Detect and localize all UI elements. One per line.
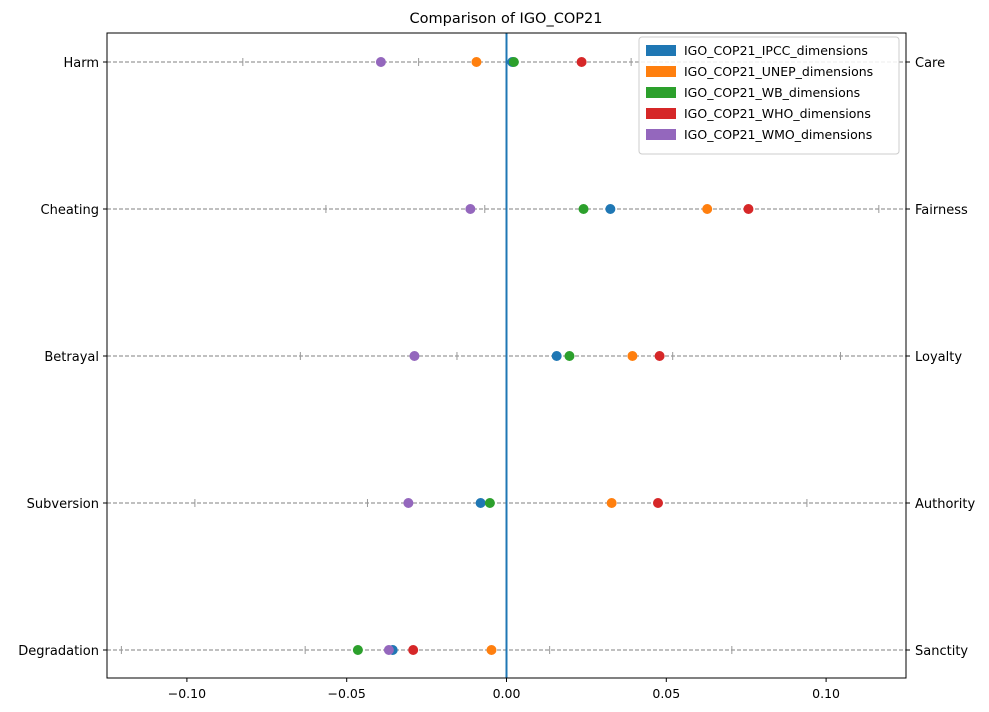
x-tick-label: 0.00: [493, 686, 521, 701]
legend-label: IGO_COP21_WB_dimensions: [684, 85, 860, 100]
x-tick-label: 0.05: [652, 686, 680, 701]
x-tick-label: −0.10: [168, 686, 206, 701]
left-label-subversion: Subversion: [27, 497, 99, 512]
point-igo_cop21_wb_dimensions-harm: [508, 57, 519, 67]
legend-box: [638, 36, 900, 155]
point-igo_cop21_unep_dimensions-harm: [471, 57, 482, 67]
left-label-degradation: Degradation: [18, 644, 99, 659]
point-igo_cop21_ipcc_dimensions-betrayal: [551, 351, 562, 361]
point-igo_cop21_ipcc_dimensions-subversion: [475, 498, 486, 508]
point-igo_cop21_who_dimensions-betrayal: [654, 351, 665, 361]
legend-label: IGO_COP21_WMO_dimensions: [684, 127, 872, 142]
right-label-loyalty: Loyalty: [915, 350, 962, 365]
left-label-betrayal: Betrayal: [44, 350, 99, 365]
point-igo_cop21_wmo_dimensions-degradation: [383, 645, 394, 655]
chart-title: Comparison of IGO_COP21: [410, 11, 603, 27]
point-igo_cop21_who_dimensions-degradation: [408, 645, 419, 655]
legend-label: IGO_COP21_UNEP_dimensions: [684, 64, 873, 79]
point-igo_cop21_wb_dimensions-degradation: [352, 645, 363, 655]
right-label-authority: Authority: [915, 497, 975, 512]
x-tick-label: 0.10: [812, 686, 840, 701]
minor-ticks: [120, 58, 880, 654]
point-igo_cop21_who_dimensions-subversion: [652, 498, 663, 508]
right-label-care: Care: [915, 56, 945, 71]
legend-swatch: [646, 108, 676, 119]
point-igo_cop21_unep_dimensions-degradation: [486, 645, 497, 655]
point-igo_cop21_wmo_dimensions-harm: [375, 57, 386, 67]
left-label-harm: Harm: [63, 56, 99, 71]
point-igo_cop21_wb_dimensions-cheating: [578, 204, 589, 214]
point-igo_cop21_unep_dimensions-cheating: [702, 204, 713, 214]
left-label-cheating: Cheating: [41, 203, 99, 218]
right-label-sanctity: Sanctity: [915, 644, 968, 659]
point-igo_cop21_wmo_dimensions-cheating: [465, 204, 476, 214]
x-tick-label: −0.05: [328, 686, 366, 701]
point-igo_cop21_ipcc_dimensions-cheating: [605, 204, 616, 214]
data-points: [352, 57, 754, 655]
legend-swatch: [646, 129, 676, 140]
legend-swatch: [646, 45, 676, 56]
point-igo_cop21_wb_dimensions-subversion: [484, 498, 495, 508]
x-axis: −0.10 −0.05 0.00 0.05 0.10: [168, 678, 840, 701]
point-igo_cop21_unep_dimensions-subversion: [606, 498, 617, 508]
legend-swatch: [646, 66, 676, 77]
right-label-fairness: Fairness: [915, 203, 968, 218]
legend: IGO_COP21_IPCC_dimensions IGO_COP21_UNEP_…: [638, 36, 900, 155]
point-igo_cop21_wb_dimensions-betrayal: [564, 351, 575, 361]
legend-swatch: [646, 87, 676, 98]
left-dimension-labels: Harm Cheating Betrayal Subversion Degradatio…: [18, 56, 107, 659]
point-igo_cop21_wmo_dimensions-betrayal: [409, 351, 420, 361]
point-igo_cop21_wmo_dimensions-subversion: [403, 498, 414, 508]
legend-label: IGO_COP21_WHO_dimensions: [684, 106, 871, 121]
right-dimension-labels: Care Fairness Loyalty Authority Sanctity: [906, 56, 975, 659]
point-igo_cop21_who_dimensions-cheating: [743, 204, 754, 214]
point-igo_cop21_unep_dimensions-betrayal: [627, 351, 638, 361]
point-igo_cop21_who_dimensions-harm: [576, 57, 587, 67]
legend-label: IGO_COP21_IPCC_dimensions: [684, 43, 868, 58]
